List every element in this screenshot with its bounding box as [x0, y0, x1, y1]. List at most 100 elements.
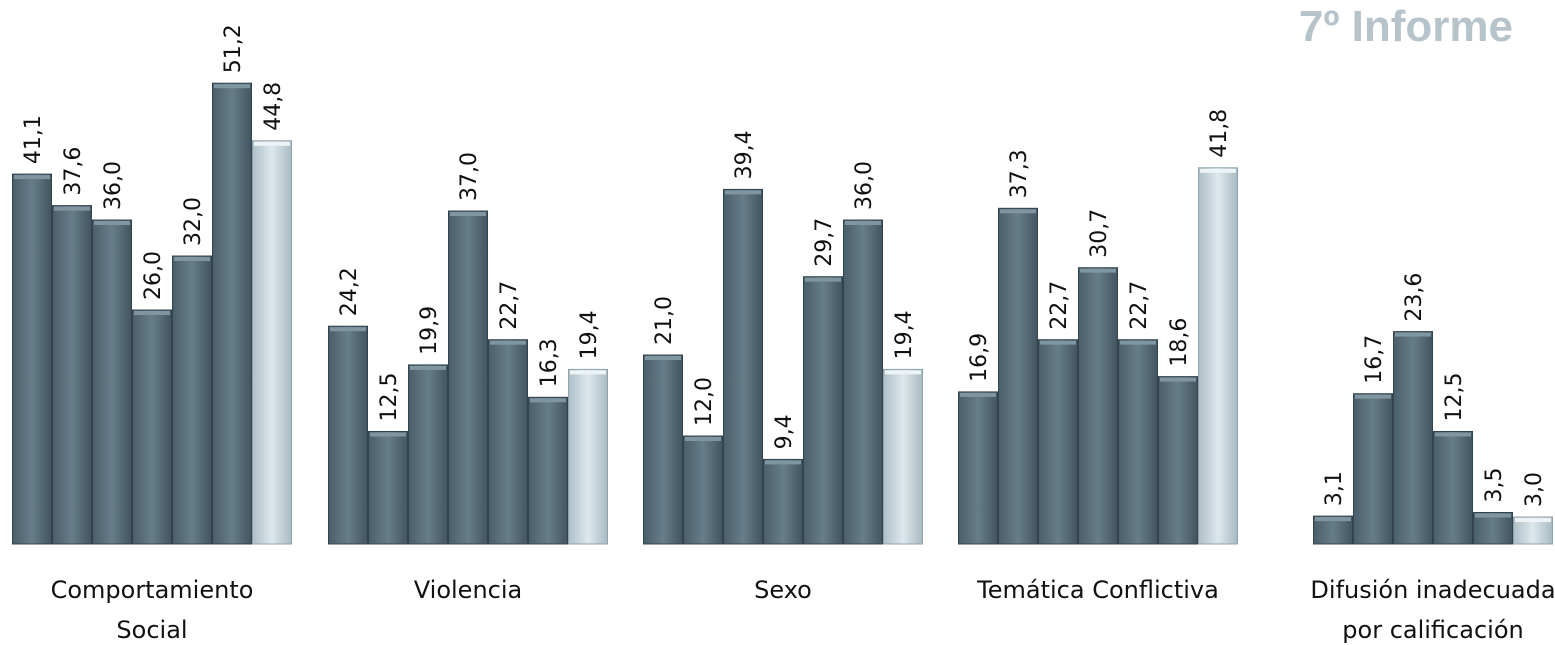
value-label-0-5: 51,2 [221, 24, 246, 73]
bar-3-6 [1198, 167, 1238, 545]
bar-4-4 [1473, 512, 1513, 545]
value-label-2-0: 21,0 [652, 296, 677, 345]
value-label-2-5: 36,0 [852, 161, 877, 210]
bar-bevel-1-6 [570, 370, 606, 375]
bar-bevel-1-0 [330, 327, 366, 332]
value-label-2-2: 39,4 [732, 130, 757, 179]
bar-bevel-0-2 [94, 221, 130, 225]
bar-bevel-2-3 [765, 460, 801, 465]
bar-3-5 [1158, 376, 1198, 545]
bar-0-1 [52, 205, 92, 545]
bar-3-4 [1118, 339, 1158, 545]
bar-1-4 [488, 339, 528, 545]
bar-0-4 [172, 255, 212, 545]
bar-bevel-1-5 [530, 398, 566, 403]
category-label-4: Difusión inadecuada por calificación [1310, 576, 1555, 644]
bar-bevel-4-0 [1315, 517, 1351, 522]
category-label-line-0-1: Social [116, 616, 187, 644]
value-label-2-4: 29,7 [812, 218, 837, 267]
bar-bevel-3-0 [960, 392, 996, 397]
bar-bevel-2-6 [885, 370, 921, 375]
value-label-2-1: 12,0 [692, 377, 717, 426]
bar-bevel-4-1 [1355, 394, 1391, 399]
value-label-4-1: 16,7 [1362, 335, 1387, 384]
bar-3-1 [998, 207, 1038, 545]
bar-bevel-4-5 [1515, 518, 1551, 522]
category-label-3: Temática Conflictiva [976, 576, 1219, 604]
category-label-line-4-1: por calificación [1342, 616, 1523, 644]
bar-bevel-0-3 [134, 311, 170, 315]
bar-bevel-3-1 [1000, 209, 1036, 214]
value-label-0-0: 41,1 [21, 115, 46, 164]
bar-1-0 [328, 325, 368, 545]
bar-2-6 [883, 368, 923, 545]
bar-1-1 [368, 431, 408, 545]
bar-bevel-0-0 [14, 175, 50, 180]
bar-3-2 [1038, 339, 1078, 545]
value-label-3-5: 18,6 [1167, 318, 1192, 367]
bar-bevel-3-2 [1040, 340, 1076, 345]
value-label-0-2: 36,0 [101, 161, 126, 210]
value-label-3-3: 30,7 [1087, 209, 1112, 258]
bar-bevel-1-2 [410, 365, 446, 370]
bar-4-2 [1393, 331, 1433, 545]
bar-4-3 [1433, 431, 1473, 545]
category-label-line-2-0: Sexo [754, 576, 812, 604]
value-label-0-3: 26,0 [141, 251, 166, 300]
bar-3-3 [1078, 267, 1118, 545]
bar-bevel-2-1 [685, 437, 721, 441]
bar-bevel-0-1 [54, 206, 90, 211]
bar-2-2 [723, 188, 763, 545]
value-label-2-6: 19,4 [892, 310, 917, 359]
bar-bevel-3-6 [1200, 168, 1236, 173]
value-label-3-2: 22,7 [1047, 281, 1072, 330]
bar-1-2 [408, 364, 448, 545]
bar-0-5 [212, 82, 252, 545]
value-label-2-3: 9,4 [772, 414, 797, 449]
bar-2-3 [763, 458, 803, 545]
bar-0-3 [132, 309, 172, 545]
category-label-line-0-0: Comportamiento [51, 576, 254, 604]
value-label-3-0: 16,9 [967, 333, 992, 382]
value-label-3-6: 41,8 [1207, 109, 1232, 158]
value-label-1-3: 37,0 [457, 152, 482, 201]
bar-0-6 [252, 140, 292, 545]
bar-2-5 [843, 219, 883, 545]
bar-bevel-2-4 [805, 277, 841, 282]
value-label-1-6: 19,4 [577, 310, 602, 359]
value-label-3-1: 37,3 [1007, 149, 1032, 198]
bar-bevel-4-4 [1475, 513, 1511, 518]
value-label-0-4: 32,0 [181, 197, 206, 246]
value-label-1-4: 22,7 [497, 281, 522, 330]
bar-bevel-0-6 [254, 141, 290, 146]
bar-1-6 [568, 368, 608, 545]
value-label-0-6: 44,8 [261, 82, 286, 131]
bar-2-4 [803, 276, 843, 545]
bar-bevel-2-0 [645, 356, 681, 360]
category-label-0: Comportamiento Social [51, 576, 254, 644]
value-label-0-1: 37,6 [61, 147, 86, 196]
bar-3-0 [958, 391, 998, 545]
bar-bevel-3-4 [1120, 340, 1156, 345]
category-label-line-4-0: Difusión inadecuada [1310, 576, 1555, 604]
value-label-1-1: 12,5 [377, 373, 402, 422]
value-label-1-0: 24,2 [337, 267, 362, 316]
bar-bevel-0-4 [174, 257, 210, 261]
report-title: 7º Informe [1298, 2, 1513, 51]
bar-bevel-3-5 [1160, 377, 1196, 382]
value-label-4-0: 3,1 [1322, 471, 1347, 506]
value-label-1-2: 19,9 [417, 306, 442, 355]
value-label-1-5: 16,3 [537, 338, 562, 387]
bar-2-0 [643, 354, 683, 545]
bar-bevel-4-2 [1395, 332, 1431, 337]
bar-2-1 [683, 435, 723, 545]
bar-4-1 [1353, 393, 1393, 545]
bar-bevel-4-3 [1435, 432, 1471, 437]
category-label-line-1-0: Violencia [414, 576, 522, 604]
bar-1-5 [528, 396, 568, 545]
bar-bevel-3-3 [1080, 268, 1116, 273]
bar-0-2 [92, 219, 132, 545]
value-label-4-4: 3,5 [1482, 468, 1507, 503]
bar-0-0 [12, 173, 52, 545]
